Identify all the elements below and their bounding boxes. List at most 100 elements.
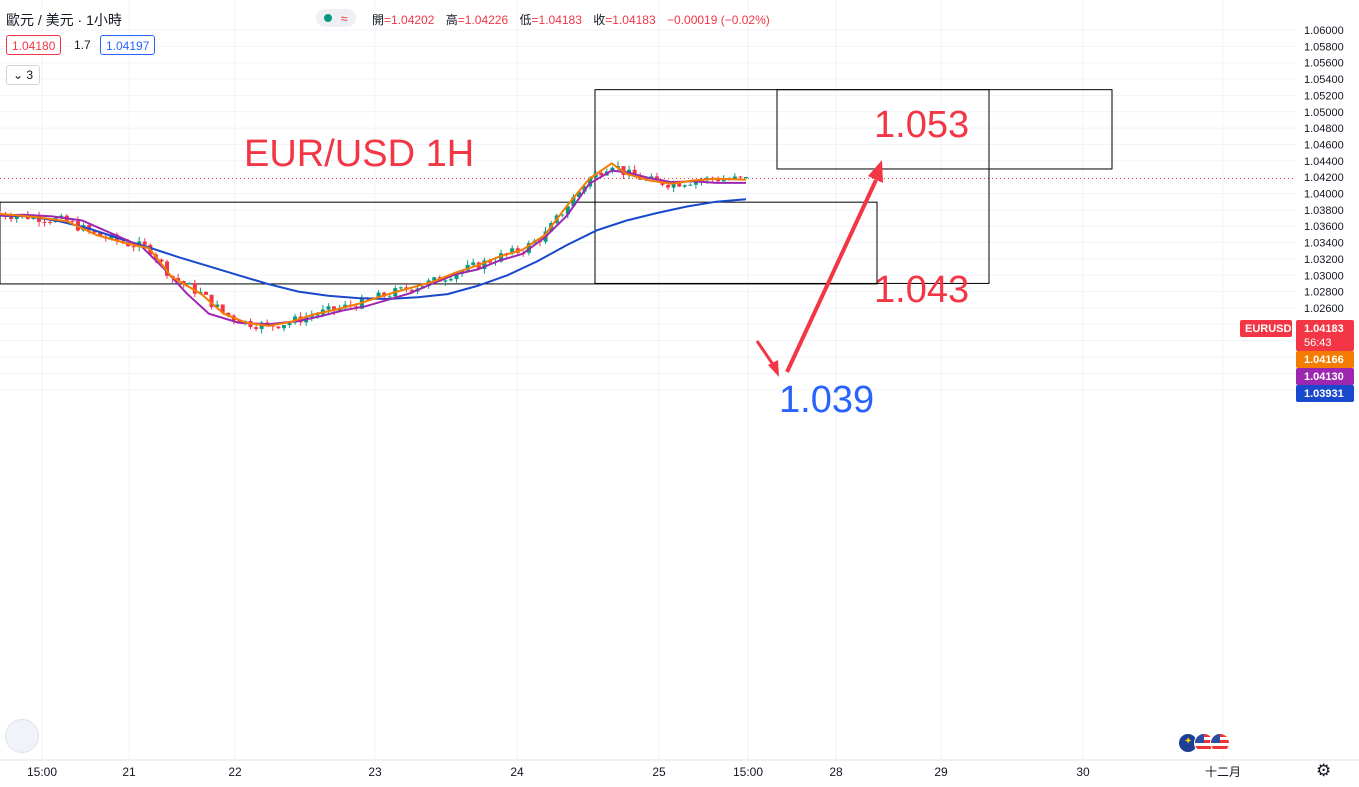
- price-tick-label: 1.05000: [1304, 107, 1344, 119]
- bar-countdown: 56:43: [1304, 337, 1332, 349]
- candle-body: [716, 179, 721, 182]
- candle-body: [666, 184, 671, 188]
- candle-body: [387, 296, 392, 298]
- candle-body: [203, 291, 208, 295]
- candle-body: [649, 176, 654, 179]
- candle-body: [721, 179, 726, 182]
- candle[interactable]: [666, 183, 671, 190]
- time-axis[interactable]: [0, 760, 1359, 787]
- candle-body: [432, 277, 437, 281]
- price-label-ema_short: [1296, 351, 1354, 368]
- price-label-ema_long: [1296, 385, 1354, 402]
- candle-body: [409, 289, 414, 292]
- candle[interactable]: [36, 211, 41, 227]
- candle[interactable]: [203, 291, 208, 295]
- candle-body: [376, 292, 381, 299]
- candle[interactable]: [560, 214, 565, 218]
- price-tick-label: 1.03600: [1304, 221, 1344, 233]
- candle-body: [671, 183, 676, 188]
- candle[interactable]: [42, 219, 47, 227]
- symbol-label-badge: [1240, 320, 1292, 337]
- support-price-annotation[interactable]: 1.039: [779, 379, 874, 421]
- candle-body: [165, 261, 170, 276]
- target-price-annotation[interactable]: 1.053: [874, 104, 969, 146]
- candle-body: [315, 314, 320, 316]
- event-flags[interactable]: [1178, 733, 1232, 755]
- candle-body: [682, 185, 687, 187]
- candle-body: [220, 304, 225, 313]
- market-status[interactable]: ≈: [316, 9, 356, 27]
- candle[interactable]: [281, 324, 286, 332]
- candle[interactable]: [187, 281, 192, 285]
- arrow-up-line: [785, 179, 878, 373]
- candle-body: [287, 322, 292, 326]
- candle-body: [454, 273, 459, 280]
- candle[interactable]: [688, 183, 693, 186]
- ema-short-line[interactable]: [0, 162, 747, 327]
- candle-body: [599, 172, 604, 176]
- candle[interactable]: [165, 259, 170, 279]
- ohlc-low-value: =1.04183: [531, 13, 582, 27]
- candle-body: [187, 283, 192, 285]
- ohlc-open-value: =1.04202: [384, 13, 435, 27]
- candle-body: [565, 206, 570, 215]
- sell-price-button[interactable]: 1.04180: [6, 35, 62, 55]
- price-label-value: 1.04130: [1304, 371, 1344, 383]
- indicators-toggle-button[interactable]: ⌄ 3: [6, 65, 41, 85]
- candle-body: [131, 246, 136, 248]
- candle-body: [326, 306, 331, 310]
- candle-body: [487, 260, 492, 263]
- wave-icon: ≈: [340, 10, 348, 26]
- candle-body: [482, 260, 487, 269]
- price-label-value: 1.03931: [1304, 388, 1344, 400]
- time-tick-label: 15:00: [27, 765, 57, 779]
- candle-body: [70, 220, 75, 222]
- candle-body: [560, 214, 565, 216]
- ohlc-low-label: 低: [519, 13, 532, 27]
- scroll-to-realtime-button[interactable]: [5, 719, 39, 753]
- candle-body: [48, 221, 53, 223]
- price-tick-label: 1.04600: [1304, 139, 1344, 151]
- gear-icon[interactable]: ⚙: [1316, 761, 1332, 780]
- target-zone-rect[interactable]: [776, 89, 1113, 170]
- candle[interactable]: [682, 184, 687, 189]
- candle-body: [510, 248, 515, 254]
- candle[interactable]: [259, 320, 264, 334]
- chart-title-annotation[interactable]: EUR/USD 1H: [244, 133, 474, 175]
- buy-price-button[interactable]: 1.04197: [100, 35, 156, 55]
- price-tick-label: 1.02800: [1304, 287, 1344, 299]
- chevron-down-icon: ⌄: [13, 68, 24, 82]
- price-tick-label: 1.05800: [1304, 41, 1344, 53]
- candle-body: [309, 315, 314, 317]
- candle-body: [276, 326, 281, 329]
- ohlc-change-value: −0.00019 (−0.02%): [667, 13, 770, 27]
- candle[interactable]: [398, 286, 403, 290]
- candle-body: [448, 279, 453, 281]
- candle[interactable]: [192, 279, 197, 298]
- ohlc-close-value: =1.04183: [605, 13, 656, 27]
- candle-body: [192, 283, 197, 294]
- ohlc-high-label: 高: [445, 13, 458, 27]
- candle-body: [332, 306, 337, 311]
- candle-body: [588, 177, 593, 187]
- time-tick-label: 21: [122, 765, 136, 779]
- candle[interactable]: [571, 194, 576, 207]
- time-tick-label: 15:00: [733, 765, 763, 779]
- us-flag-icon[interactable]: [1210, 733, 1230, 753]
- arrow-up-head: [868, 160, 883, 183]
- breakout-price-annotation[interactable]: 1.043: [874, 269, 969, 311]
- symbol-title[interactable]: 歐元 / 美元 · 1小時: [6, 12, 122, 28]
- candle-body: [281, 325, 286, 329]
- support-zone-rect[interactable]: [0, 201, 878, 285]
- candle-body: [42, 221, 47, 223]
- candle[interactable]: [471, 258, 476, 267]
- price-tick-label: 1.04400: [1304, 156, 1344, 168]
- candle[interactable]: [276, 326, 281, 330]
- candle-body: [92, 230, 97, 233]
- candle-body: [693, 181, 698, 185]
- price-tick-label: 1.06000: [1304, 25, 1344, 37]
- price-label-value: 1.04166: [1304, 354, 1344, 366]
- candle-body: [732, 176, 737, 180]
- candle[interactable]: [448, 276, 453, 282]
